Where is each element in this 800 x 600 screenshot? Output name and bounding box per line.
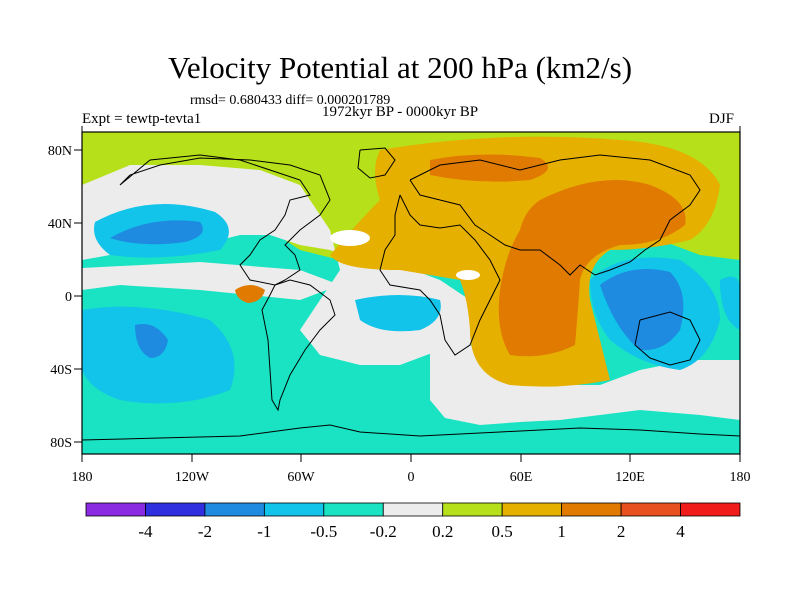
lon-tick-label: 120W: [175, 470, 210, 485]
lat-tick-marks: [74, 149, 82, 443]
colorbar-level-label: 1: [557, 522, 566, 541]
colorbar-level-label: -4: [138, 522, 153, 541]
colorbar-swatch: [561, 502, 622, 517]
coastlines: [82, 147, 740, 441]
colorbar-swatch: [85, 502, 146, 517]
colorbar-level-label: 0.2: [432, 522, 453, 541]
colorbar-level-label: -2: [198, 522, 212, 541]
colorbar-level-label: 2: [617, 522, 626, 541]
colorbar-swatch: [323, 502, 384, 517]
colorbar-swatch: [263, 502, 325, 517]
colorbar-swatch: [442, 502, 503, 517]
antarctica-coast: [82, 424, 740, 441]
south-america-coast: [261, 279, 336, 412]
australia-coast: [634, 311, 701, 366]
lon-tick-marks: [81, 126, 741, 462]
experiment-label: Expt = tewtp-tevta1: [82, 111, 202, 127]
lat-tick-label: 0: [65, 290, 72, 305]
period-label: 1972kyr BP - 0000kyr BP: [322, 104, 479, 120]
lat-tick-labels: 80N 40N 0 40S 80S: [48, 144, 72, 451]
stats-line: rmsd= 0.680433 diff= 0.000201789: [190, 93, 391, 108]
north-america-coast: [119, 154, 331, 286]
asia-coast: [409, 154, 701, 276]
season-label: DJF: [709, 111, 735, 127]
colorbar-level-label: 0.5: [492, 522, 513, 541]
greenland-coast: [357, 147, 396, 179]
lon-tick-label: 0: [408, 470, 415, 485]
colorbar-level-label: -0.5: [310, 522, 337, 541]
colorbar-swatch: [145, 502, 206, 517]
lon-tick-label: 120E: [615, 470, 645, 485]
lon-tick-labels: 180 120W 60W 0 60E 120E 180: [72, 470, 751, 485]
colorbar-level-label: -0.2: [370, 522, 397, 541]
colorbar-swatch: [204, 502, 265, 517]
lon-tick-label: 180: [730, 470, 751, 485]
lon-tick-label: 60E: [510, 470, 533, 485]
lat-tick-label: 80N: [48, 144, 72, 159]
plot-title: Velocity Potential at 200 hPa (km2/s): [167, 50, 633, 85]
colorbar-swatch: [382, 502, 444, 517]
contour-field: [82, 132, 740, 454]
lon-tick-label: 180: [72, 470, 93, 485]
europe-africa-coast: [379, 194, 501, 356]
colorbar-swatch: [501, 502, 563, 517]
colorbar-level-label: -1: [257, 522, 271, 541]
colorbar-swatch: [680, 502, 741, 517]
lon-tick-label: 60W: [287, 470, 315, 485]
colorbar-swatch: [620, 502, 681, 517]
lat-tick-label: 40N: [48, 217, 72, 232]
colorbar-level-label: 4: [676, 522, 685, 541]
colorbar-labels: -4 -2 -1 -0.5 -0.2 0.2 0.5 1 2 4: [138, 522, 685, 541]
lat-tick-label: 80S: [50, 436, 72, 451]
colorbar: [85, 502, 741, 517]
lat-tick-label: 40S: [50, 363, 72, 378]
